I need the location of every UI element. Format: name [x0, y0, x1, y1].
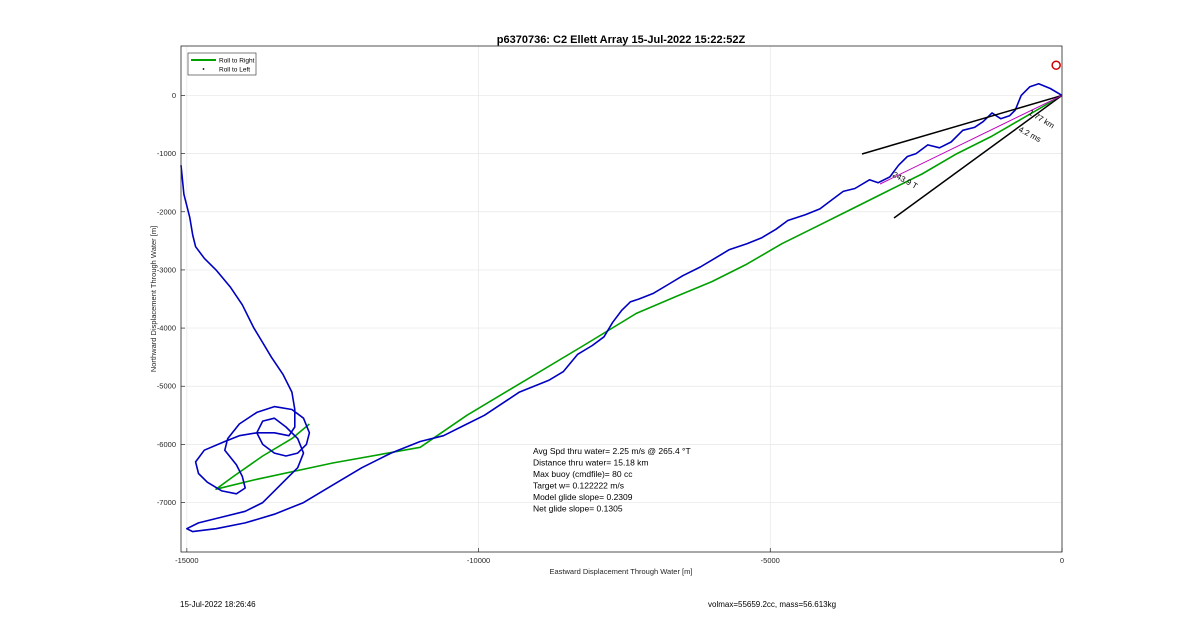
y-tick-label: -6000 [157, 440, 176, 449]
annotation-avg-speed: Avg Spd thru water= 2.25 m/s @ 265.4 °T [533, 446, 691, 456]
annotation-block: Avg Spd thru water= 2.25 m/s @ 265.4 °T … [533, 446, 691, 514]
annotation-max-buoy: Max buoy (cmdfile)= 80 cc [533, 469, 633, 479]
heading-ray-center [879, 94, 1063, 185]
legend-swatch-roll-left [202, 68, 205, 70]
legend-label-roll-right: Roll to Right [219, 58, 255, 65]
x-tick-label: -10000 [467, 556, 490, 565]
grid-lines [181, 46, 1063, 552]
rotated-labels: 243.9 T 4.2 ms 1.77 km [891, 108, 1056, 191]
y-tick-label: -2000 [157, 207, 176, 216]
heading-rays [861, 94, 1063, 219]
annotation-distance: Distance thru water= 15.18 km [533, 458, 649, 468]
y-tick-label: -3000 [157, 265, 176, 274]
y-tick-label: -4000 [157, 324, 176, 333]
series-line-roll-right [215, 94, 1063, 491]
legend: Roll to Right Roll to Left [187, 52, 257, 76]
annotation-target-w: Target w= 0.122222 m/s [533, 481, 624, 491]
y-tick-label: -1000 [157, 149, 176, 158]
x-tick-label: 0 [1060, 556, 1064, 565]
legend-box [187, 52, 257, 76]
heading-ray-lower [893, 94, 1063, 219]
y-tick-label: -7000 [157, 498, 176, 507]
footer-mass-info: volmax=55659.2cc, mass=56.613kg [708, 600, 837, 609]
y-tick-label: -5000 [157, 382, 176, 391]
chart-title: p6370736: C2 Ellett Array 15-Jul-2022 15… [497, 34, 746, 46]
y-tick-labels: 0 -1000 -2000 -3000 -4000 -5000 -6000 -7000 [157, 91, 185, 507]
series-line-roll-left [180, 83, 1063, 533]
x-tick-label: -15000 [175, 556, 198, 565]
annotation-net-glide: Net glide slope= 0.1305 [533, 504, 623, 514]
x-axis-label: Eastward Displacement Through Water [m] [550, 567, 693, 576]
x-tick-labels: -15000 -10000 -5000 0 [175, 548, 1064, 565]
x-tick-label: -5000 [761, 556, 780, 565]
footer-timestamp: 15-Jul-2022 18:26:46 [180, 600, 256, 609]
rotated-speed-label: 4.2 ms [1017, 125, 1042, 144]
series-layer [180, 60, 1063, 533]
legend-label-roll-left: Roll to Left [219, 67, 250, 74]
marker-circle [1051, 60, 1061, 70]
rotated-distance-label: 1.77 km [1027, 108, 1056, 131]
y-axis-label: Northward Displacement Through Water [m] [149, 226, 158, 372]
axes-frame [180, 45, 1063, 553]
y-tick-label: 0 [172, 91, 176, 100]
annotation-model-glide: Model glide slope= 0.2309 [533, 492, 633, 502]
heading-ray-upper [861, 94, 1063, 155]
